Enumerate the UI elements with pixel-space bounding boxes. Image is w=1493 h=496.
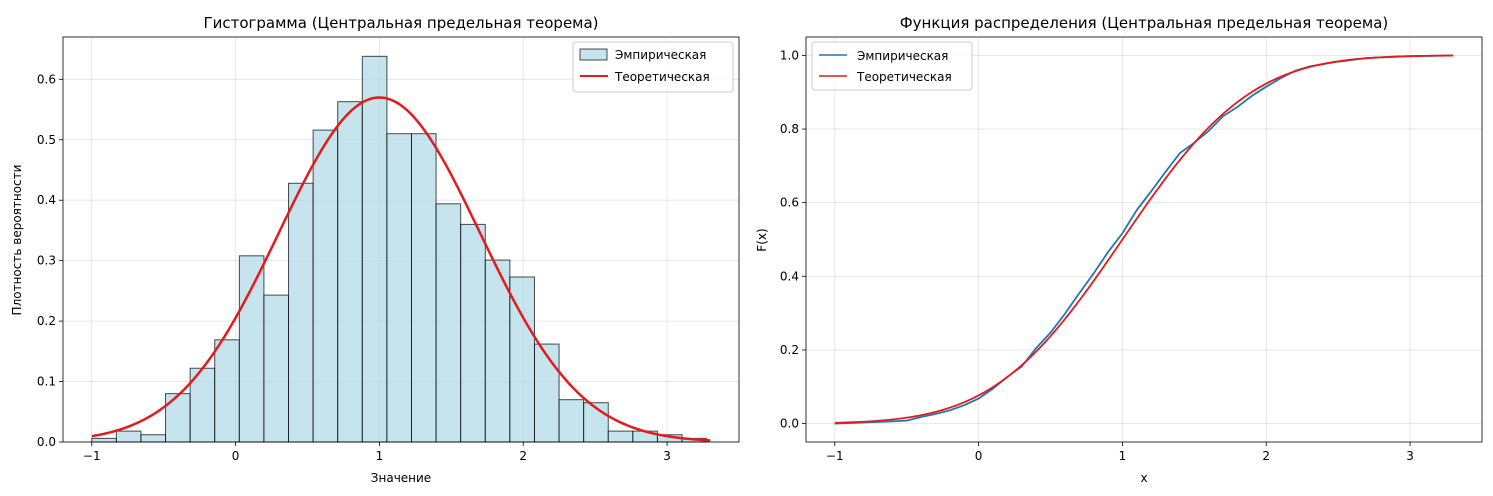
cdf-x-tick-label: 3 (1406, 449, 1414, 463)
histogram-theoretical-curve (91, 96, 711, 442)
cdf-legend-frame (811, 41, 973, 91)
histogram-bar (312, 129, 339, 443)
histogram-bar (214, 339, 240, 443)
histogram-y-tick-label: 0.3 (37, 254, 56, 268)
cdf-y-tick-label: 0.2 (780, 343, 799, 357)
cdf-y-tick-label: 1.0 (780, 48, 799, 62)
histogram-bar (484, 259, 511, 443)
histogram-theoretical-line (91, 96, 711, 442)
histogram-bar (238, 255, 265, 443)
cdf-legend-label-theoretical: Теоретическая (856, 70, 952, 84)
cdf-grid (806, 37, 1482, 442)
cdf-x-tick-label: 1 (1119, 449, 1127, 463)
histogram-y-ticks: 0.0 0.1 0.2 0.3 0.4 0.5 0.6 (37, 72, 63, 449)
cdf-theoretical-line (834, 54, 1454, 424)
histogram-legend-label-theoretical: Теоретическая (614, 70, 710, 84)
histogram-title: Гистограмма (Центральная предельная теор… (203, 14, 598, 32)
histogram-legend: Эмпирическая Теоретическая (572, 41, 734, 93)
histogram-y-tick-label: 0.2 (37, 314, 56, 328)
histogram-y-label: Плотность вероятности (10, 165, 24, 316)
cdf-legend: Эмпирическая Теоретическая (811, 41, 973, 91)
histogram-bars (91, 55, 708, 443)
histogram-bar (460, 223, 486, 443)
cdf-y-ticks: 0.0 0.2 0.4 0.6 0.8 1.0 (780, 48, 806, 431)
histogram-x-label: Значение (371, 471, 431, 485)
cdf-y-tick-label: 0.0 (780, 417, 799, 431)
cdf-legend-label-empirical: Эмпирическая (857, 49, 948, 63)
cdf-panel: −1 0 1 2 3 0.0 0.2 0.4 0.6 0.8 1.0 Функция распре… (755, 14, 1483, 485)
cdf-y-tick-label: 0.4 (780, 269, 799, 283)
cdf-y-tick-label: 0.6 (780, 196, 799, 210)
cdf-x-tick-label: 2 (1262, 449, 1270, 463)
histogram-panel: −1 0 1 2 3 0.0 0.1 0.2 0.3 0.4 0.5 0.6 Гистограмма… (10, 14, 740, 485)
histogram-bar (165, 393, 191, 443)
histogram-bar (558, 399, 585, 443)
histogram-y-tick-label: 0.5 (37, 133, 56, 147)
histogram-bar (533, 343, 560, 443)
histogram-legend-label-empirical: Эмпирическая (615, 48, 706, 62)
histogram-bar (91, 437, 117, 443)
histogram-x-tick-label: 2 (519, 449, 527, 463)
cdf-title: Функция распределения (Центральная преде… (900, 14, 1389, 32)
histogram-bar (115, 430, 142, 443)
histogram-legend-swatch-empirical (579, 48, 608, 61)
histogram-bar (189, 367, 216, 443)
histogram-x-ticks: −1 0 1 2 3 (83, 442, 671, 463)
cdf-empirical-line (834, 54, 1454, 425)
histogram-bar (435, 203, 462, 443)
cdf-y-label: F(x) (755, 228, 769, 251)
histogram-bar (607, 430, 634, 443)
cdf-x-label: x (1140, 471, 1147, 485)
histogram-bar (263, 294, 290, 443)
histogram-x-tick-label: 0 (232, 449, 240, 463)
histogram-bar (288, 182, 314, 443)
histogram-x-tick-label: 1 (376, 449, 384, 463)
cdf-x-ticks: −1 0 1 2 3 (826, 442, 1414, 463)
histogram-y-tick-label: 0.0 (37, 435, 56, 449)
cdf-x-tick-label: −1 (826, 449, 844, 463)
cdf-x-tick-label: 0 (975, 449, 983, 463)
histogram-x-tick-label: 3 (663, 449, 671, 463)
histogram-bar (337, 101, 363, 443)
histogram-bar (386, 133, 412, 443)
histogram-y-tick-label: 0.4 (37, 193, 56, 207)
histogram-bar (140, 434, 167, 443)
histogram-bar (361, 55, 388, 443)
histogram-y-tick-label: 0.1 (37, 375, 56, 389)
histogram-x-tick-label: −1 (83, 449, 101, 463)
histogram-bar (410, 133, 437, 443)
histogram-axes-frame (62, 36, 740, 443)
histogram-y-tick-label: 0.6 (37, 72, 56, 86)
histogram-legend-frame (572, 41, 734, 93)
cdf-axes-frame (805, 36, 1483, 443)
cdf-y-tick-label: 0.8 (780, 122, 799, 136)
cdf-lines (834, 54, 1454, 425)
